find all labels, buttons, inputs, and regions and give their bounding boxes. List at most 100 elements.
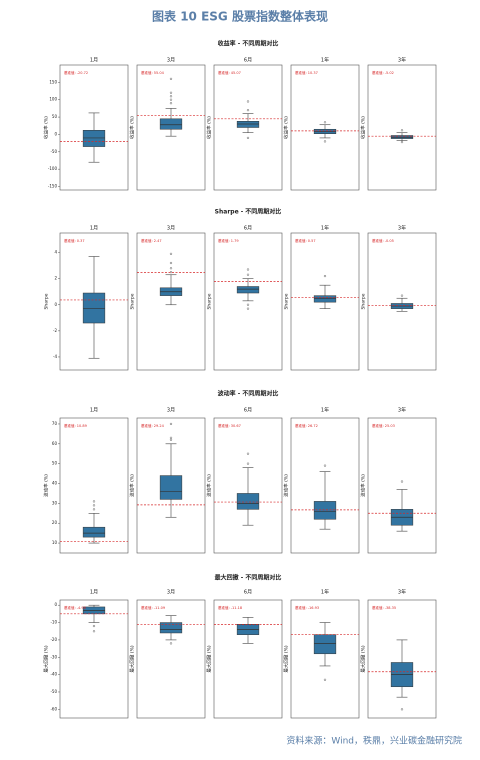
benchmark-label: 基准值: -38.35 <box>372 605 396 610</box>
flier <box>400 294 404 297</box>
panel-title: 1月 <box>90 408 98 414</box>
benchmark-label: 基准值: 45.07 <box>218 70 241 75</box>
flier <box>246 307 250 310</box>
flier <box>92 624 96 628</box>
flier <box>169 271 173 274</box>
box <box>236 286 260 294</box>
y-tick-label: -60 <box>50 706 57 711</box>
y-tick-label: -20 <box>50 637 57 642</box>
panel-title: 3年 <box>398 407 406 414</box>
benchmark-label: 基准值: -4.96 <box>64 605 86 610</box>
benchmark-label: 基准值: 26.72 <box>295 423 318 428</box>
panel-title: 3年 <box>398 225 406 232</box>
y-axis-label: 波动率 (%) <box>129 474 136 497</box>
flier <box>92 504 96 507</box>
y-tick-label: 50 <box>52 114 58 119</box>
panel-title: 6月 <box>244 58 252 64</box>
panel-title: 1年 <box>321 407 329 414</box>
y-tick-label: -50 <box>50 149 57 154</box>
y-axis-label: 波动率 (%) <box>360 474 367 497</box>
y-tick-label: 50 <box>52 461 58 466</box>
y-tick-label: -100 <box>48 166 58 171</box>
panel-title: 1月 <box>90 58 98 64</box>
benchmark-label: 基准值: 25.03 <box>372 423 395 428</box>
box <box>82 526 106 538</box>
panel-frame <box>367 232 437 371</box>
box <box>82 130 106 147</box>
panel-frame <box>136 232 206 371</box>
y-axis-label: Sharpe <box>44 293 50 309</box>
flier <box>169 267 173 270</box>
benchmark-label: 基准值: -11.18 <box>218 605 242 610</box>
flier <box>92 500 96 503</box>
benchmark-label: 基准值: 0.57 <box>295 238 316 243</box>
panel-frame <box>213 599 283 719</box>
panel-frame <box>367 599 437 719</box>
flier <box>400 140 404 144</box>
y-axis-label: 最大回撤 (%) <box>43 645 50 672</box>
figure-title: 图表 10 ESG 股票指数整体表现 <box>152 9 328 24</box>
flier <box>169 261 173 265</box>
y-axis-label: 收益率 (%) <box>206 116 213 139</box>
flier <box>169 642 173 645</box>
panel-frame <box>136 599 206 719</box>
flier <box>246 462 250 465</box>
benchmark-label: 基准值: -20.72 <box>64 70 88 75</box>
benchmark-label: 基准值: 0.37 <box>64 238 85 243</box>
flier <box>246 268 250 271</box>
y-tick-label: 30 <box>52 500 58 505</box>
box <box>313 634 337 655</box>
box <box>236 493 260 510</box>
flier <box>246 109 250 112</box>
y-tick-label: 4 <box>54 250 57 255</box>
y-tick-label: -150 <box>48 184 58 189</box>
flier <box>246 136 250 140</box>
y-axis-label: 最大回撤 (%) <box>283 645 290 672</box>
flier <box>92 508 96 511</box>
panel-title: 3月 <box>167 590 175 596</box>
y-tick-label: -30 <box>50 654 57 659</box>
box <box>159 118 183 130</box>
benchmark-label: 基准值: 29.24 <box>141 423 165 428</box>
flier <box>246 452 250 455</box>
benchmark-label: 基准值: 30.67 <box>218 423 241 428</box>
y-tick-label: 100 <box>49 97 57 102</box>
panel-frame <box>59 599 129 719</box>
panel-title: 3年 <box>398 589 406 596</box>
flier <box>246 100 250 103</box>
flier <box>400 480 404 483</box>
flier <box>323 274 327 278</box>
flier <box>169 98 173 101</box>
panel-title: 3年 <box>398 57 406 64</box>
y-axis-label: 收益率 (%) <box>129 116 136 139</box>
y-tick-label: -40 <box>50 672 57 677</box>
panel-title: 1月 <box>90 590 98 596</box>
benchmark-label: 基准值: 55.04 <box>141 70 165 75</box>
benchmark-label: 基准值: 1.79 <box>218 238 239 243</box>
flier <box>246 273 250 276</box>
y-tick-label: 150 <box>49 79 57 84</box>
flier <box>323 464 327 467</box>
flier <box>169 436 173 439</box>
panel-frame <box>136 64 206 191</box>
y-tick-label: -10 <box>50 620 57 625</box>
y-axis-label: 波动率 (%) <box>206 474 213 497</box>
y-tick-label: 10 <box>52 540 58 545</box>
flier <box>323 140 327 143</box>
panel-frame <box>290 232 360 371</box>
panel-title: 1月 <box>90 226 98 232</box>
source-note: 资料来源：Wind，秩鼎，兴业碳金融研究院 <box>286 735 462 747</box>
flier <box>246 303 250 306</box>
benchmark-label: 基准值: -16.93 <box>295 605 319 610</box>
panel-title: 6月 <box>244 590 252 596</box>
box <box>159 622 183 634</box>
panel-title: 3月 <box>167 408 175 414</box>
benchmark-label: 基准值: -0.05 <box>372 238 394 243</box>
flier <box>92 630 96 633</box>
y-tick-label: 0 <box>54 602 57 607</box>
chart-subtitle: 最大回撤 - 不同周期对比 <box>215 574 282 582</box>
box <box>159 475 183 500</box>
y-axis-label: Sharpe <box>284 293 290 309</box>
benchmark-label: 基准值: 2.47 <box>141 238 162 243</box>
